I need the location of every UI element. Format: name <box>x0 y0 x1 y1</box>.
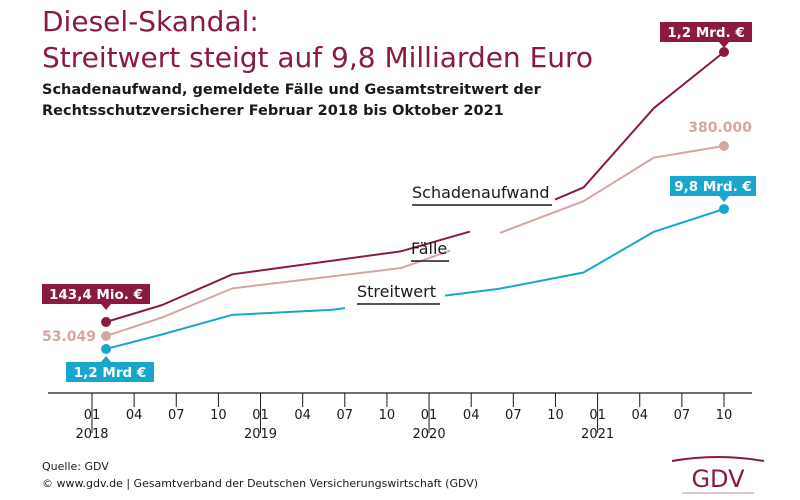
series-line-right <box>444 208 725 297</box>
series-start-point <box>101 331 112 341</box>
series-name-label: Fälle <box>411 239 447 258</box>
x-tick-label: 07 <box>337 408 354 423</box>
series-start-value-box <box>66 362 154 382</box>
subtitle-line-1: Schadenaufwand, gemeldete Fälle und Gesa… <box>42 82 541 98</box>
series-end-point <box>719 204 729 214</box>
series-end-value: 9,8 Mrd. € <box>674 179 752 195</box>
series-start-value: 1,2 Mrd € <box>74 365 146 381</box>
series-end-point <box>719 47 729 57</box>
x-tick-label: 10 <box>547 408 564 423</box>
series-line-right <box>554 51 725 201</box>
series-start-value-box <box>42 284 150 304</box>
x-tick-label: 10 <box>379 408 396 423</box>
series-line-right <box>499 145 725 234</box>
series-line-left <box>105 307 346 350</box>
source-note: Quelle: GDV <box>42 460 109 473</box>
series-end-value: 380.000 <box>688 120 752 136</box>
x-tick-label: 01 <box>84 408 101 423</box>
x-tick-label: 04 <box>126 408 143 423</box>
logo-arc <box>671 456 765 462</box>
series-end-value-pointer <box>719 42 729 48</box>
x-axis: 01 2018 04 07 10 01 2019 04 07 10 01 2020 04 07 10 01 20… <box>48 392 752 442</box>
x-tick-label: 07 <box>168 408 185 423</box>
x-year-label: 2020 <box>413 427 446 442</box>
x-tick-label: 07 <box>505 408 522 423</box>
series-name-label: Streitwert <box>357 282 436 301</box>
x-tick-label: 10 <box>210 408 227 423</box>
series-line-left <box>105 230 471 323</box>
series-line-left <box>105 249 451 337</box>
title-line-1: Diesel-Skandal: <box>42 5 259 38</box>
series-end-value-box <box>660 22 752 42</box>
series-end-point <box>719 141 729 151</box>
footer: Quelle: GDV © www.gdv.de | Gesamtverband… <box>42 458 478 492</box>
series-lines <box>101 47 729 354</box>
x-tick-label: 01 <box>589 408 606 423</box>
series-start-point <box>101 317 112 327</box>
x-tick-label: 04 <box>463 408 480 423</box>
series-start-value-pointer <box>101 356 112 362</box>
x-tick-label: 04 <box>294 408 311 423</box>
x-tick-label: 07 <box>674 408 691 423</box>
series-end-value-pointer <box>719 196 729 202</box>
x-tick-label: 01 <box>252 408 269 423</box>
series-start-point <box>101 344 112 354</box>
chart-subtitle: Schadenaufwand, gemeldete Fälle und Gesa… <box>42 80 541 122</box>
subtitle-line-2: Rechtsschutzversicherer Februar 2018 bis… <box>42 103 504 119</box>
x-year-label: 2018 <box>75 427 108 442</box>
series-start-value-pointer <box>101 304 112 310</box>
title-line-2: Streitwert steigt auf 9,8 Milliarden Eur… <box>42 41 594 74</box>
series-end-value: 1,2 Mrd. € <box>667 25 745 41</box>
x-tick-label: 01 <box>421 408 438 423</box>
copyright-note: © www.gdv.de | Gesamtverband der Deutsch… <box>42 477 479 490</box>
x-year-label: 2019 <box>244 427 277 442</box>
x-year-label: 2021 <box>581 427 614 442</box>
chart-title: Diesel-Skandal: Streitwert steigt auf 9,… <box>42 4 593 76</box>
series-labels: Schadenaufwand 143,4 Mio. € 1,2 Mrd. € Fäll… <box>42 22 756 382</box>
series-end-value-box <box>670 176 756 196</box>
series-start-value: 53.049 <box>42 329 96 345</box>
series-name-label: Schadenaufwand <box>412 183 550 202</box>
series-start-value: 143,4 Mio. € <box>49 287 143 303</box>
gdv-logo: GDV <box>671 456 765 494</box>
logo-text: GDV <box>691 465 745 493</box>
x-tick-label: 04 <box>631 408 648 423</box>
x-tick-label: 10 <box>716 408 733 423</box>
